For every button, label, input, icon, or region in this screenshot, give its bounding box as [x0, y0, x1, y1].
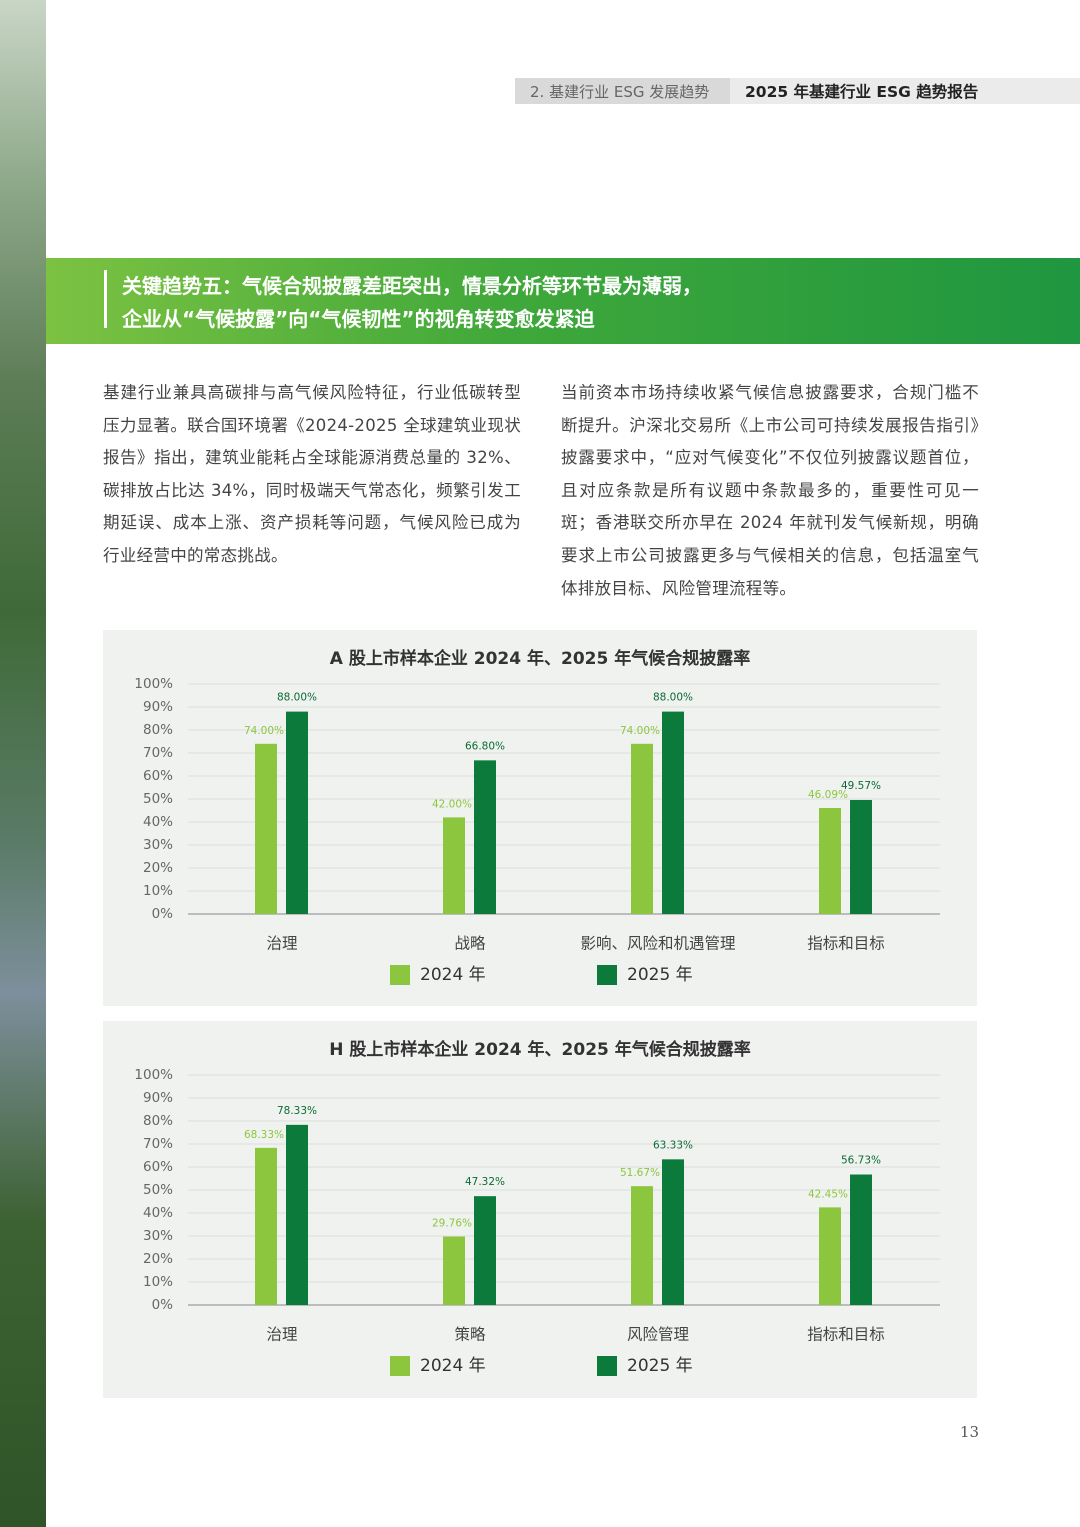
y-tick-label: 60% [143, 1159, 173, 1175]
bar [255, 743, 277, 914]
paragraph: 当前资本市场持续收紧气候信息披露要求，合规门槛不断提升。沪深北交易所《上市公司可… [561, 383, 979, 598]
value-label: 56.73% [841, 1155, 881, 1167]
x-tick-label: 影响、风险和机遇管理 [580, 935, 735, 953]
y-tick-label: 70% [143, 1136, 173, 1152]
legend-label: 2024 年 [420, 965, 486, 985]
paragraph: 基建行业兼具高碳排与高气候风险特征，行业低碳转型压力显著。联合国环境署《2024… [103, 383, 521, 565]
y-tick-label: 70% [143, 745, 173, 761]
bar [255, 1147, 277, 1305]
bar [819, 1207, 841, 1305]
side-photo [0, 0, 46, 1527]
value-label: 66.80% [465, 740, 505, 752]
bar [662, 711, 684, 914]
legend-label: 2025 年 [627, 1356, 693, 1376]
y-tick-label: 10% [143, 883, 173, 899]
y-tick-label: 100% [134, 1067, 173, 1083]
value-label: 88.00% [653, 692, 693, 704]
bar [286, 1124, 308, 1305]
banner-bar [104, 270, 107, 328]
y-tick-label: 30% [143, 837, 173, 853]
value-label: 49.57% [841, 780, 881, 792]
y-tick-label: 20% [143, 860, 173, 876]
value-label: 42.45% [808, 1188, 848, 1200]
y-tick-label: 50% [143, 1182, 173, 1198]
y-tick-label: 90% [143, 699, 173, 715]
x-tick-label: 治理 [266, 1326, 297, 1344]
y-tick-label: 80% [143, 1113, 173, 1129]
value-label: 63.33% [653, 1139, 693, 1151]
banner [46, 258, 1080, 344]
bar [850, 799, 872, 914]
bar [443, 817, 465, 914]
value-label: 51.67% [620, 1167, 660, 1179]
header-report: 2025 年基建行业 ESG 趋势报告 [745, 83, 979, 101]
x-tick-label: 治理 [266, 935, 297, 953]
chart-title: H 股上市样本企业 2024 年、2025 年气候合规披露率 [329, 1039, 751, 1060]
bar [443, 1236, 465, 1305]
x-tick-label: 战略 [454, 935, 486, 953]
chart: A 股上市样本企业 2024 年、2025 年气候合规披露率 0% 10% 20% 30… [103, 630, 977, 1006]
legend-swatch [597, 1356, 617, 1376]
x-tick-label: 策略 [454, 1326, 486, 1344]
value-label: 88.00% [277, 692, 317, 704]
value-label: 47.32% [465, 1176, 505, 1188]
y-tick-label: 10% [143, 1274, 173, 1290]
value-label: 46.09% [808, 789, 848, 801]
value-label: 68.33% [244, 1129, 284, 1141]
y-tick-label: 60% [143, 768, 173, 784]
x-tick-label: 指标和目标 [807, 1326, 885, 1344]
value-label: 74.00% [620, 725, 660, 737]
legend-label: 2024 年 [420, 1356, 486, 1376]
value-label: 74.00% [244, 725, 284, 737]
y-tick-label: 30% [143, 1228, 173, 1244]
y-tick-label: 50% [143, 791, 173, 807]
x-tick-label: 风险管理 [627, 1326, 689, 1344]
banner-line: 企业从“气候披露”向“气候韧性”的视角转变愈发紧迫 [122, 307, 595, 331]
bar [286, 711, 308, 914]
x-tick-label: 指标和目标 [807, 935, 885, 953]
legend-label: 2025 年 [627, 965, 693, 985]
legend-swatch [597, 965, 617, 985]
value-label: 78.33% [277, 1105, 317, 1117]
header-report-box [730, 78, 1080, 104]
bar [850, 1174, 872, 1305]
value-label: 29.76% [432, 1218, 472, 1230]
y-tick-label: 40% [143, 814, 173, 830]
y-tick-label: 100% [134, 676, 173, 692]
bar [819, 807, 841, 914]
bar [474, 760, 496, 914]
bar [662, 1159, 684, 1305]
legend-swatch [390, 1356, 410, 1376]
y-tick-label: 20% [143, 1251, 173, 1267]
y-tick-label: 0% [152, 906, 174, 922]
banner-line: 关键趋势五：气候合规披露差距突出，情景分析等环节最为薄弱， [122, 274, 702, 298]
header-section: 2. 基建行业 ESG 发展趋势 [530, 83, 710, 101]
bar [474, 1196, 496, 1305]
bar [631, 1186, 653, 1305]
y-tick-label: 80% [143, 722, 173, 738]
header-section-box [515, 78, 730, 104]
page-number: 13 [960, 1423, 980, 1441]
bar [631, 743, 653, 914]
chart-title: A 股上市样本企业 2024 年、2025 年气候合规披露率 [330, 648, 750, 669]
y-tick-label: 40% [143, 1205, 173, 1221]
legend-swatch [390, 965, 410, 985]
y-tick-label: 90% [143, 1090, 173, 1106]
chart: H 股上市样本企业 2024 年、2025 年气候合规披露率 0% 10% 20% 30… [103, 1021, 977, 1398]
value-label: 42.00% [432, 798, 472, 810]
y-tick-label: 0% [152, 1297, 174, 1313]
